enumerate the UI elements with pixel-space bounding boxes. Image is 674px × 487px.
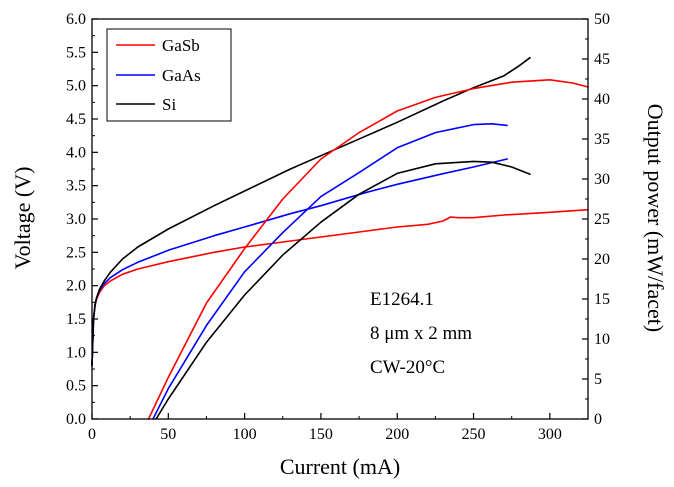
- y-left-tick-label: 3.5: [66, 178, 86, 195]
- legend-label-si: Si: [162, 95, 176, 114]
- x-tick-label: 0: [88, 426, 96, 443]
- series-line-gasb-voltage: [91, 208, 589, 367]
- y-left-tick-label: 4.5: [66, 111, 86, 128]
- y-left-tick-label: 1.5: [66, 311, 86, 328]
- y-right-tick-label: 50: [594, 11, 610, 28]
- y-axis-left-title: Voltage (V): [10, 167, 35, 270]
- y-left-tick-label: 3.0: [66, 211, 86, 228]
- series-line-si-power: [155, 160, 531, 420]
- y-left-tick-label: 2.5: [66, 244, 86, 261]
- y-left-tick-label: 5.5: [66, 44, 86, 61]
- y-left-tick-label: 0.5: [66, 378, 86, 395]
- ticks-layer: 0 50 100 150 200 250 3000.00.51.01.52.02.53.03…: [66, 11, 610, 443]
- y-right-tick-label: 5: [594, 371, 602, 388]
- x-tick-label: 50: [160, 426, 176, 443]
- series-layer: [91, 56, 589, 420]
- x-tick-label: 300: [538, 426, 562, 443]
- y-left-tick-label: 1.0: [66, 344, 86, 361]
- y-left-tick-label: 0.0: [66, 411, 86, 428]
- annotation-sample-id: E1264.1: [370, 289, 434, 310]
- series-line-gaas-power: [152, 123, 508, 420]
- y-left-tick-label: 2.0: [66, 278, 86, 295]
- x-axis-title: Current (mA): [280, 454, 400, 479]
- legend: GaSb GaAs Si: [106, 28, 232, 122]
- y-left-tick-label: 6.0: [66, 11, 86, 28]
- legend-label-gasb: GaSb: [162, 36, 200, 55]
- annotation-dimensions: 8 μm x 2 mm: [370, 323, 472, 344]
- x-tick-label: 200: [385, 426, 409, 443]
- legend-label-gaas: GaAs: [162, 66, 201, 85]
- y-left-tick-label: 5.0: [66, 78, 86, 95]
- annotation-conditions: CW-20°C: [370, 357, 445, 378]
- y-right-tick-label: 45: [594, 51, 610, 68]
- y-right-tick-label: 0: [594, 411, 602, 428]
- y-right-tick-label: 40: [594, 91, 610, 108]
- y-right-tick-label: 10: [594, 331, 610, 348]
- y-right-tick-label: 25: [594, 211, 610, 228]
- x-tick-label: 250: [462, 426, 486, 443]
- y-right-tick-label: 20: [594, 251, 610, 268]
- series-line-gasb-power: [147, 79, 589, 420]
- x-tick-label: 100: [233, 426, 257, 443]
- y-right-tick-label: 35: [594, 131, 610, 148]
- y-right-tick-label: 30: [594, 171, 610, 188]
- y-right-tick-label: 15: [594, 291, 610, 308]
- annotation-block: E1264.1 8 μm x 2 mm CW-20°C: [370, 289, 472, 378]
- x-tick-label: 150: [309, 426, 333, 443]
- y-axis-right-title: Output power (mW/facet): [643, 104, 668, 332]
- y-left-tick-label: 4.0: [66, 144, 86, 161]
- series-line-si-voltage: [91, 56, 531, 367]
